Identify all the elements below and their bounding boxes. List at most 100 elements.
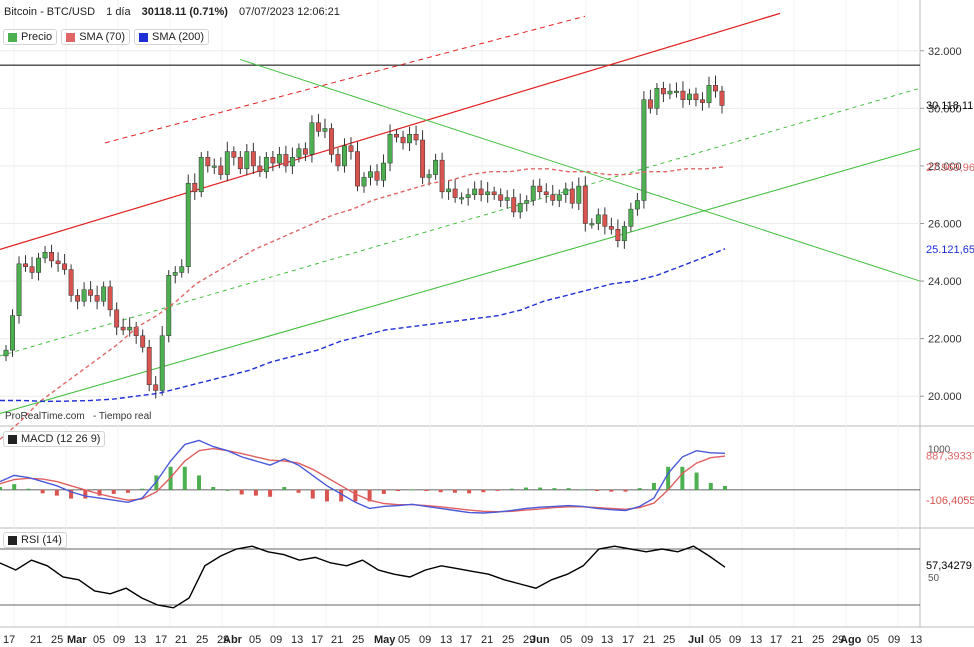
bull-candle xyxy=(641,99,647,201)
bull-candle xyxy=(101,286,107,302)
bear-candle xyxy=(218,165,224,175)
legend-sma200[interactable]: SMA (200) xyxy=(134,29,210,45)
sma70-tag: 27.969,96 xyxy=(926,162,974,174)
bull-candle xyxy=(198,157,204,193)
macd-label[interactable]: MACD (12 26 9) xyxy=(3,431,106,447)
macd-histogram-bar xyxy=(268,489,273,497)
bull-candle xyxy=(654,87,660,109)
x-axis-label: 09 xyxy=(113,634,125,646)
bear-candle xyxy=(355,151,360,187)
bull-candle xyxy=(342,145,347,167)
macd-histogram-bar xyxy=(182,466,187,490)
macd-histogram-bar xyxy=(353,489,358,502)
bull-candle xyxy=(224,151,230,175)
x-axis-label: 13 xyxy=(910,634,922,646)
x-axis-label: May xyxy=(374,634,396,646)
macd-histogram-bar xyxy=(481,489,486,493)
price-tick-label: 30.000 xyxy=(928,103,962,115)
bull-candle xyxy=(524,200,530,204)
bear-candle xyxy=(329,128,334,155)
macd-swatch-icon xyxy=(8,434,17,444)
x-axis-label: 17 xyxy=(622,634,634,646)
bear-candle xyxy=(49,252,55,262)
bull-candle xyxy=(3,349,9,357)
bear-candle xyxy=(498,194,504,201)
legend-price[interactable]: Precio xyxy=(3,29,58,45)
period-label: 1 día xyxy=(106,6,131,18)
macd-histogram-bar xyxy=(282,486,287,490)
rsi-line xyxy=(0,545,726,609)
bear-candle xyxy=(62,263,68,270)
bear-candle xyxy=(270,157,276,164)
sma200-tag: 25.121,65 xyxy=(926,244,974,256)
macd-histogram-bar xyxy=(694,472,699,490)
bear-candle xyxy=(660,87,666,95)
bear-candle xyxy=(283,154,289,167)
bear-candle xyxy=(94,295,100,302)
rsi-label-text: RSI (14) xyxy=(21,534,62,546)
rsi-swatch-icon xyxy=(8,535,17,545)
macd-histogram-bar xyxy=(310,489,315,499)
bear-candle xyxy=(713,85,718,92)
bear-candle xyxy=(302,148,308,155)
bear-candle xyxy=(68,269,74,296)
x-axis-label: 21 xyxy=(481,634,493,646)
bull-candle xyxy=(706,85,712,103)
bull-candle xyxy=(426,174,432,178)
bull-candle xyxy=(563,188,569,195)
bull-candle xyxy=(211,165,217,168)
watermark: ProRealTime.com - Tiempo real xyxy=(5,411,151,422)
rsi-label[interactable]: RSI (14) xyxy=(3,532,67,548)
symbol-title: Bitcoin - BTC/USD xyxy=(4,6,96,18)
x-axis-label: 13 xyxy=(750,634,762,646)
bear-candle xyxy=(146,347,152,385)
bear-candle xyxy=(647,99,653,109)
bear-candle xyxy=(615,229,621,242)
rsi-value-tag: 57,34279 xyxy=(926,560,972,572)
x-axis-label: 05 xyxy=(398,634,410,646)
green-support-line xyxy=(0,148,921,415)
bull-candle xyxy=(673,90,679,93)
macd-histogram-bar xyxy=(140,488,145,490)
macd-tick-label: 1000 xyxy=(928,445,951,456)
x-axis-label: 21 xyxy=(175,634,187,646)
x-axis-label: 25 xyxy=(352,634,364,646)
macd-histogram-bar xyxy=(396,489,401,492)
macd-histogram-bar xyxy=(723,486,727,490)
price-tick-label: 32.000 xyxy=(928,46,962,58)
bull-candle xyxy=(172,272,178,276)
bear-candle xyxy=(680,90,686,100)
bear-candle xyxy=(192,182,198,193)
bull-candle xyxy=(309,122,315,155)
legend-sma70[interactable]: SMA (70) xyxy=(61,29,131,45)
bull-candle xyxy=(595,214,601,224)
macd-histogram-bar xyxy=(69,489,74,499)
x-axis-label: 17 xyxy=(3,634,15,646)
bull-candle xyxy=(361,177,367,187)
bear-candle xyxy=(413,134,419,141)
last-price: 30118.11 (0.71%) xyxy=(141,6,228,18)
bull-candle xyxy=(322,128,328,132)
bull-candle xyxy=(368,171,373,178)
x-axis-label: 09 xyxy=(581,634,593,646)
bear-candle xyxy=(257,165,263,172)
bull-candle xyxy=(504,197,510,201)
bull-candle xyxy=(10,315,15,351)
bear-candle xyxy=(107,286,113,311)
x-axis-label: 05 xyxy=(560,634,572,646)
bear-candle xyxy=(602,214,608,227)
bear-candle xyxy=(719,90,725,106)
bull-candle xyxy=(465,194,471,198)
bear-candle xyxy=(237,157,243,170)
bull-candle xyxy=(589,223,595,226)
bull-candle xyxy=(81,289,87,302)
sma200-line xyxy=(0,248,726,403)
price-tick-label: 24.000 xyxy=(928,276,962,288)
green-downtrend-line xyxy=(239,58,921,282)
bear-candle xyxy=(153,384,159,391)
bull-candle xyxy=(159,335,165,391)
watermark-note: - Tiempo real xyxy=(93,411,152,422)
bear-candle xyxy=(569,188,575,204)
x-axis-label: 05 xyxy=(249,634,261,646)
